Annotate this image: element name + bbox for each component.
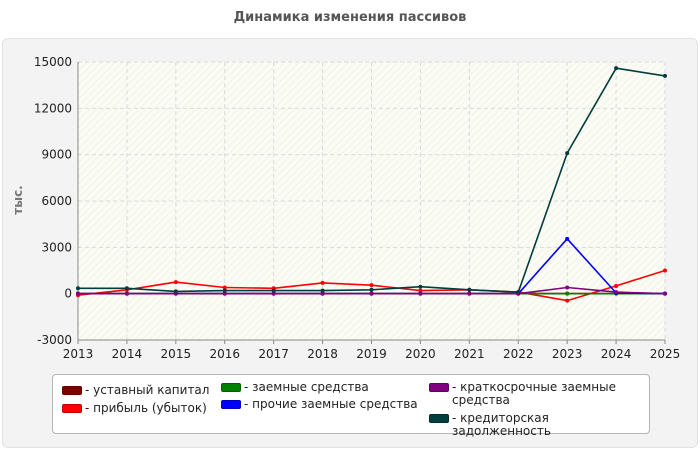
y-tick-label: -3000: [37, 333, 72, 347]
y-tick-label: 3000: [41, 240, 72, 254]
x-tick-label: 2020: [405, 347, 436, 361]
series-4: [76, 285, 667, 296]
y-tick-label: 15000: [34, 55, 72, 69]
y-tick-label: 9000: [41, 148, 72, 162]
legend-label: - заемные средства: [244, 380, 369, 394]
data-point: [369, 283, 374, 288]
data-point: [418, 291, 423, 296]
data-point: [124, 291, 129, 296]
data-point: [467, 291, 472, 296]
data-point: [418, 288, 423, 293]
data-point: [663, 291, 667, 296]
data-point: [565, 236, 570, 241]
x-tick-label: 2021: [454, 347, 485, 361]
data-point: [222, 288, 227, 293]
data-point: [369, 287, 374, 292]
x-tick-label: 2023: [552, 347, 583, 361]
legend-item: - краткосрочные заемные средства: [429, 381, 619, 407]
x-tick-label: 2018: [307, 347, 338, 361]
legend-swatch: [429, 414, 449, 423]
chart-title: Динамика изменения пассивов: [233, 10, 467, 25]
data-point: [418, 284, 423, 289]
legend-item: - заемные средства: [221, 381, 369, 394]
data-point: [320, 288, 325, 293]
legend-swatch: [62, 404, 82, 413]
data-point: [173, 280, 178, 285]
axes: -3000 0 3000 6000 9000 12000 15000 2013 2014 2015…: [34, 55, 680, 361]
x-tick-label: 2013: [63, 347, 94, 361]
data-point: [565, 291, 570, 296]
data-point: [173, 289, 178, 294]
series-5: [76, 66, 667, 295]
legend-label: - кредиторская задолженность: [452, 411, 551, 438]
series-lines: [76, 66, 667, 303]
data-point: [663, 73, 667, 78]
x-tick-label: 2022: [503, 347, 534, 361]
data-point: [614, 290, 619, 295]
x-tick-label: 2017: [258, 347, 289, 361]
data-point: [320, 280, 325, 285]
legend-swatch: [221, 400, 241, 409]
legend: - уставный капитал - прибыль (убыток) - за…: [52, 374, 650, 438]
legend-item: - прибыль (убыток): [62, 402, 207, 415]
data-point: [222, 285, 227, 290]
legend-label: - краткосрочные заемные средства: [452, 380, 616, 407]
data-point: [663, 268, 667, 273]
y-axis-label: тыс.: [11, 185, 25, 214]
data-point: [369, 291, 374, 296]
data-point: [76, 291, 80, 296]
data-point: [271, 291, 276, 296]
data-point: [271, 288, 276, 293]
y-tick-label: 6000: [41, 194, 72, 208]
data-point: [320, 291, 325, 296]
x-tick-label: 2019: [356, 347, 387, 361]
x-tick-label: 2015: [161, 347, 192, 361]
x-tick-label: 2016: [209, 347, 240, 361]
data-point: [222, 291, 227, 296]
legend-item: - кредиторская задолженность: [429, 412, 649, 438]
legend-label: - прочие заемные средства: [244, 397, 418, 411]
data-point: [614, 66, 619, 71]
legend-item: - прочие заемные средства: [221, 398, 418, 411]
legend-swatch: [221, 383, 241, 392]
data-point: [76, 286, 80, 291]
legend-item: - уставный капитал: [62, 384, 209, 397]
y-tick-label: 12000: [34, 101, 72, 115]
y-tick-label: 0: [64, 287, 72, 301]
x-tick-label: 2024: [601, 347, 632, 361]
x-tick-label: 2014: [112, 347, 143, 361]
data-point: [565, 298, 570, 303]
data-point: [516, 290, 521, 295]
legend-swatch: [62, 386, 82, 395]
legend-label: - уставный капитал: [85, 383, 210, 397]
x-tick-label: 2025: [650, 347, 681, 361]
data-point: [124, 286, 129, 291]
data-point: [565, 285, 570, 290]
legend-swatch: [429, 383, 449, 392]
data-point: [467, 287, 472, 292]
data-point: [614, 283, 619, 288]
legend-label: - прибыль (убыток): [85, 401, 207, 415]
data-point: [565, 151, 570, 156]
